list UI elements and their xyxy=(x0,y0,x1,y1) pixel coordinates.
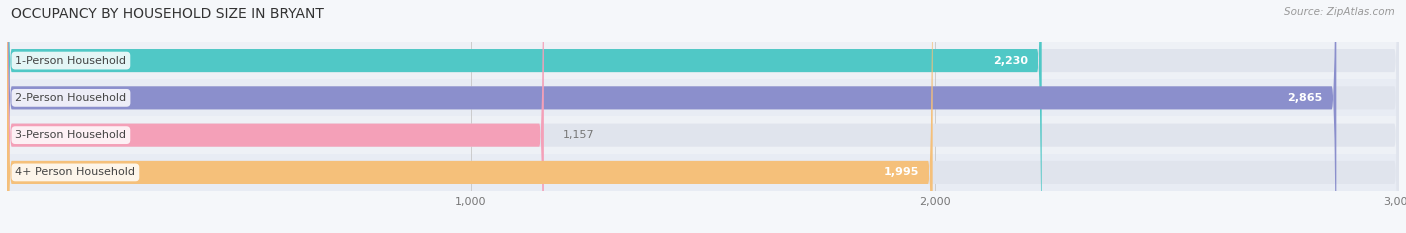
Text: 1-Person Household: 1-Person Household xyxy=(15,56,127,65)
FancyBboxPatch shape xyxy=(7,0,1399,233)
Bar xyxy=(7,154,1399,191)
Text: 1,157: 1,157 xyxy=(562,130,595,140)
FancyBboxPatch shape xyxy=(7,0,1399,233)
Bar xyxy=(7,42,1399,79)
Text: 1,995: 1,995 xyxy=(883,168,918,177)
Text: 2,865: 2,865 xyxy=(1286,93,1323,103)
Bar xyxy=(7,79,1399,116)
Text: 4+ Person Household: 4+ Person Household xyxy=(15,168,135,177)
FancyBboxPatch shape xyxy=(7,0,1399,233)
FancyBboxPatch shape xyxy=(7,0,1042,233)
FancyBboxPatch shape xyxy=(7,0,544,233)
FancyBboxPatch shape xyxy=(7,0,932,233)
Text: 2,230: 2,230 xyxy=(993,56,1028,65)
Text: 2-Person Household: 2-Person Household xyxy=(15,93,127,103)
Bar xyxy=(7,116,1399,154)
Text: OCCUPANCY BY HOUSEHOLD SIZE IN BRYANT: OCCUPANCY BY HOUSEHOLD SIZE IN BRYANT xyxy=(11,7,325,21)
Text: Source: ZipAtlas.com: Source: ZipAtlas.com xyxy=(1284,7,1395,17)
FancyBboxPatch shape xyxy=(7,0,1336,233)
FancyBboxPatch shape xyxy=(7,0,1399,233)
Text: 3-Person Household: 3-Person Household xyxy=(15,130,127,140)
